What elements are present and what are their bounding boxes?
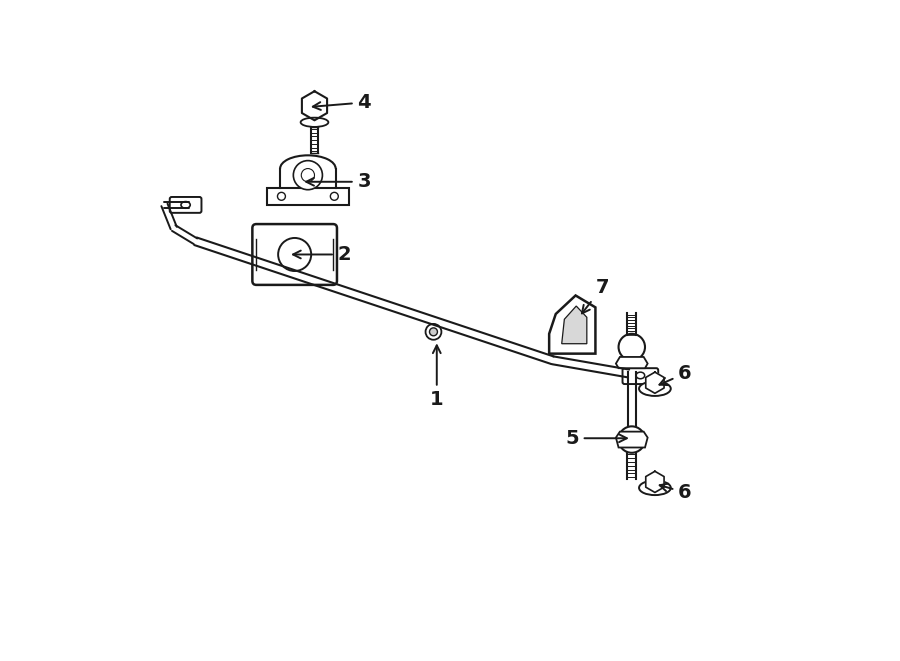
Ellipse shape xyxy=(639,381,670,396)
Polygon shape xyxy=(562,306,587,344)
Polygon shape xyxy=(616,432,648,447)
Circle shape xyxy=(429,328,437,336)
Text: 7: 7 xyxy=(582,278,609,313)
FancyBboxPatch shape xyxy=(267,188,349,205)
FancyBboxPatch shape xyxy=(623,368,658,384)
Circle shape xyxy=(618,426,645,453)
Ellipse shape xyxy=(301,118,328,127)
Circle shape xyxy=(278,238,311,271)
Text: 6: 6 xyxy=(660,483,692,502)
Ellipse shape xyxy=(639,481,670,495)
Circle shape xyxy=(293,161,322,190)
Polygon shape xyxy=(302,91,327,120)
Text: 5: 5 xyxy=(565,429,626,447)
Circle shape xyxy=(277,192,285,200)
Circle shape xyxy=(330,192,338,200)
Ellipse shape xyxy=(181,202,190,208)
Text: 6: 6 xyxy=(660,364,692,385)
Polygon shape xyxy=(549,295,596,354)
Text: 1: 1 xyxy=(430,345,444,409)
Text: 2: 2 xyxy=(293,245,351,264)
Polygon shape xyxy=(646,372,664,393)
Circle shape xyxy=(426,324,441,340)
Text: 4: 4 xyxy=(313,93,371,112)
Ellipse shape xyxy=(636,372,644,379)
FancyBboxPatch shape xyxy=(170,197,202,213)
Circle shape xyxy=(618,334,645,360)
Polygon shape xyxy=(646,471,664,492)
FancyBboxPatch shape xyxy=(252,224,337,285)
Text: 3: 3 xyxy=(306,173,371,191)
Polygon shape xyxy=(616,357,648,368)
